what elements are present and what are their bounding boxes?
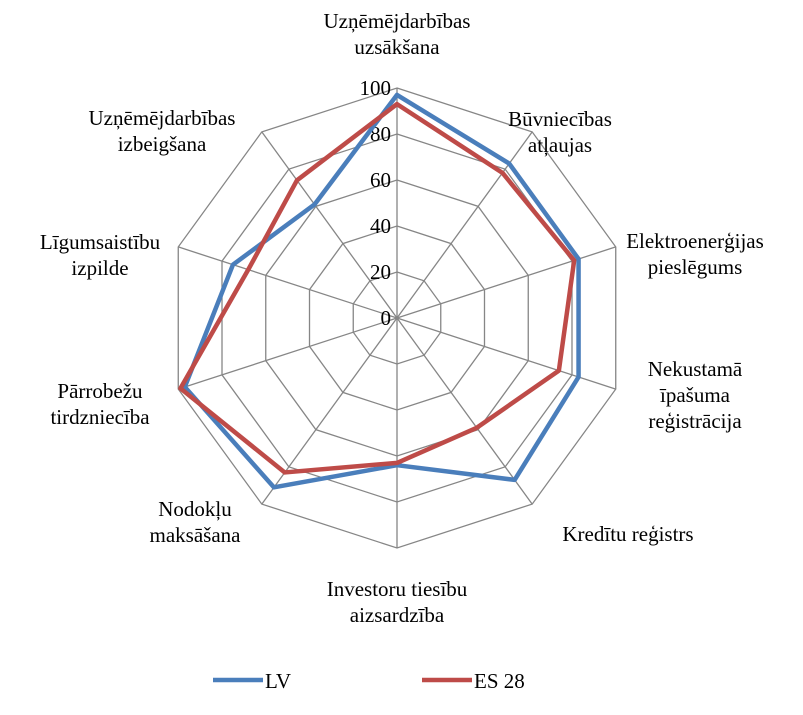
category-label-line: maksāšana — [150, 523, 242, 547]
category-label: Nodokļu maksāšana — [150, 497, 242, 547]
y-tick-label: 60 — [370, 168, 391, 192]
category-label-line: Nekustamā — [648, 357, 743, 381]
category-label-line: aizsardzība — [350, 603, 445, 627]
category-label-line: Pārrobežu — [57, 379, 143, 403]
y-tick-label: 40 — [370, 214, 391, 238]
series-line — [182, 92, 581, 490]
category-label: Elektroenerģijas pieslēgums — [626, 229, 764, 279]
category-label: Uzņēmējdarbības izbeigšana — [89, 106, 236, 156]
category-label: Būvniecības atļaujas — [508, 107, 612, 157]
legend-label: ES 28 — [474, 669, 525, 693]
category-label-line: izpilde — [71, 256, 128, 280]
spoke — [178, 246, 398, 319]
category-label: Nekustamā īpašuma reģistrācija — [648, 357, 743, 433]
spoke — [396, 246, 616, 319]
category-label-line: īpašuma — [659, 383, 731, 407]
category-label-line: Nodokļu — [158, 497, 232, 521]
spoke — [396, 131, 533, 319]
category-label: Kredītu reģistrs — [562, 522, 693, 546]
category-label-line: izbeigšana — [118, 132, 207, 156]
spoke — [261, 131, 398, 319]
y-tick-label: 100 — [360, 76, 392, 100]
category-label-line: Uzņēmējdarbības — [89, 106, 236, 130]
category-label-line: uzsākšana — [354, 35, 440, 59]
spoke — [178, 317, 398, 390]
category-label-line: reģistrācija — [648, 409, 742, 433]
category-label: Pārrobežu tirdzniecība — [50, 379, 150, 429]
category-label-line: pieslēgums — [648, 255, 743, 279]
spoke — [396, 317, 616, 390]
category-label: Uzņēmējdarbības uzsākšana — [324, 9, 471, 59]
category-label-line: Investoru tiesību — [327, 577, 468, 601]
category-label: Līgumsaistību izpilde — [40, 230, 161, 280]
spoke — [396, 317, 533, 505]
category-label-line: Kredītu reģistrs — [562, 522, 693, 546]
series-line — [178, 101, 577, 475]
category-label-line: Uzņēmējdarbības — [324, 9, 471, 33]
category-label-line: Līgumsaistību — [40, 230, 161, 254]
y-tick-label: 20 — [370, 260, 391, 284]
legend-label: LV — [265, 669, 291, 693]
category-label-line: atļaujas — [528, 133, 592, 157]
category-label-line: Elektroenerģijas — [626, 229, 764, 253]
category-label-line: Būvniecības — [508, 107, 612, 131]
y-tick-label: 0 — [381, 306, 392, 330]
category-label: Investoru tiesību aizsardzība — [327, 577, 468, 627]
category-label-line: tirdzniecība — [50, 405, 150, 429]
y-tick-label: 80 — [370, 122, 391, 146]
